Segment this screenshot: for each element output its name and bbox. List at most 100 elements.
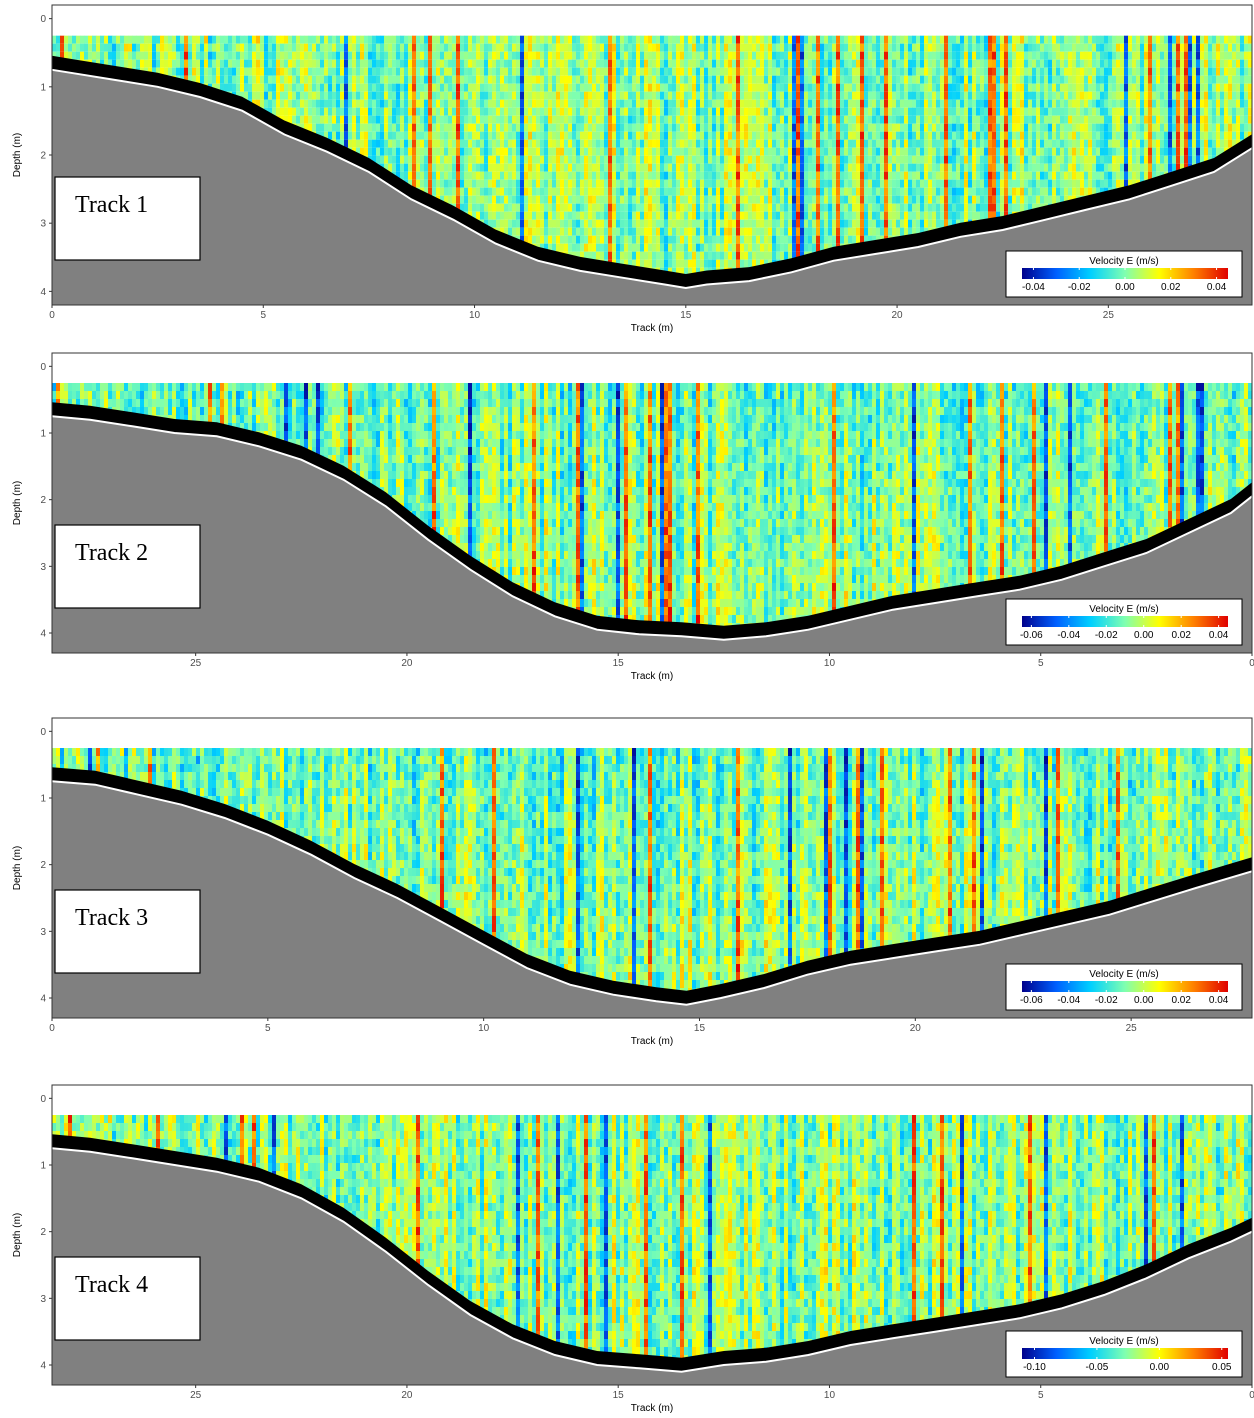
heatmap-cell [876, 147, 881, 156]
heatmap-cell [388, 123, 393, 132]
heatmap-cell [828, 131, 833, 140]
heatmap-cell [940, 219, 945, 228]
heatmap-cell [368, 35, 373, 44]
heatmap-cell [660, 35, 665, 44]
heatmap-cell [820, 243, 825, 252]
heatmap-cell [840, 187, 845, 196]
heatmap-cell [884, 131, 889, 140]
heatmap-cell [648, 51, 653, 60]
heatmap-cell [788, 235, 793, 244]
heatmap-cell [956, 187, 961, 196]
heatmap-cell [808, 211, 813, 220]
heatmap-cell [712, 211, 717, 220]
heatmap-cell [640, 131, 645, 140]
heatmap-cell [820, 131, 825, 140]
heatmap-cell [252, 91, 257, 100]
heatmap-cell [164, 51, 169, 60]
heatmap-cell [844, 219, 849, 228]
heatmap-cell [1008, 123, 1013, 132]
heatmap-cell [80, 35, 85, 44]
heatmap-cell [576, 35, 581, 44]
heatmap-cell [412, 67, 417, 76]
heatmap-cell [204, 75, 209, 84]
heatmap-cell [912, 147, 917, 156]
heatmap-cell [468, 147, 473, 156]
heatmap-cell [656, 195, 661, 204]
heatmap-cell [548, 43, 553, 52]
heatmap-cell [716, 67, 721, 76]
heatmap-cell [652, 179, 657, 188]
heatmap-cell [872, 139, 877, 148]
heatmap-cell [776, 147, 781, 156]
heatmap-cell [852, 107, 857, 116]
heatmap-cell [844, 203, 849, 212]
heatmap-cell [976, 211, 981, 220]
heatmap-cell [428, 35, 433, 44]
heatmap-cell [640, 179, 645, 188]
heatmap-cell [744, 35, 749, 44]
heatmap-cell [916, 179, 921, 188]
heatmap-cell [644, 35, 649, 44]
heatmap-cell [812, 219, 817, 228]
heatmap-cell [916, 51, 921, 60]
heatmap-cell [692, 251, 697, 260]
heatmap-cell [888, 115, 893, 124]
heatmap-cell [732, 99, 737, 108]
heatmap-cell [472, 51, 477, 60]
heatmap-cell [620, 35, 625, 44]
heatmap-cell [712, 155, 717, 164]
heatmap-cell [488, 107, 493, 116]
heatmap-cell [1008, 131, 1013, 140]
heatmap-cell [452, 35, 457, 44]
heatmap-cell [684, 187, 689, 196]
heatmap-cell [624, 259, 629, 268]
heatmap-cell [860, 43, 865, 52]
heatmap-cell [996, 171, 1001, 180]
heatmap-cell [584, 227, 589, 236]
heatmap-cell [992, 195, 997, 204]
heatmap-cell [640, 243, 645, 252]
heatmap-cell [784, 131, 789, 140]
heatmap-cell [732, 75, 737, 84]
heatmap-cell [720, 219, 725, 228]
heatmap-cell [648, 179, 653, 188]
heatmap-cell [768, 91, 773, 100]
heatmap-cell [560, 99, 565, 108]
heatmap-cell [708, 83, 713, 92]
heatmap-cell [460, 91, 465, 100]
heatmap-cell [224, 75, 229, 84]
heatmap-cell [872, 155, 877, 164]
heatmap-cell [664, 83, 669, 92]
heatmap-cell [564, 83, 569, 92]
heatmap-cell [836, 91, 841, 100]
heatmap-cell [308, 51, 313, 60]
heatmap-cell [800, 131, 805, 140]
heatmap-cell [952, 35, 957, 44]
heatmap-cell [476, 211, 481, 220]
heatmap-cell [348, 83, 353, 92]
heatmap-cell [432, 83, 437, 92]
heatmap-cell [784, 59, 789, 68]
heatmap-cell [592, 83, 597, 92]
heatmap-cell [324, 83, 329, 92]
heatmap-cell [668, 155, 673, 164]
heatmap-cell [412, 147, 417, 156]
heatmap-cell [716, 227, 721, 236]
heatmap-cell [900, 43, 905, 52]
heatmap-cell [752, 43, 757, 52]
heatmap-cell [940, 155, 945, 164]
heatmap-cell [420, 67, 425, 76]
heatmap-cell [116, 43, 121, 52]
heatmap-cell [572, 131, 577, 140]
heatmap-cell [1004, 171, 1009, 180]
heatmap-cell [872, 67, 877, 76]
heatmap-cell [680, 91, 685, 100]
heatmap-cell [988, 147, 993, 156]
heatmap-cell [720, 227, 725, 236]
heatmap-cell [940, 115, 945, 124]
heatmap-cell [800, 179, 805, 188]
heatmap-cell [736, 123, 741, 132]
heatmap-cell [516, 147, 521, 156]
heatmap-cell [212, 59, 217, 68]
heatmap-cell [804, 83, 809, 92]
